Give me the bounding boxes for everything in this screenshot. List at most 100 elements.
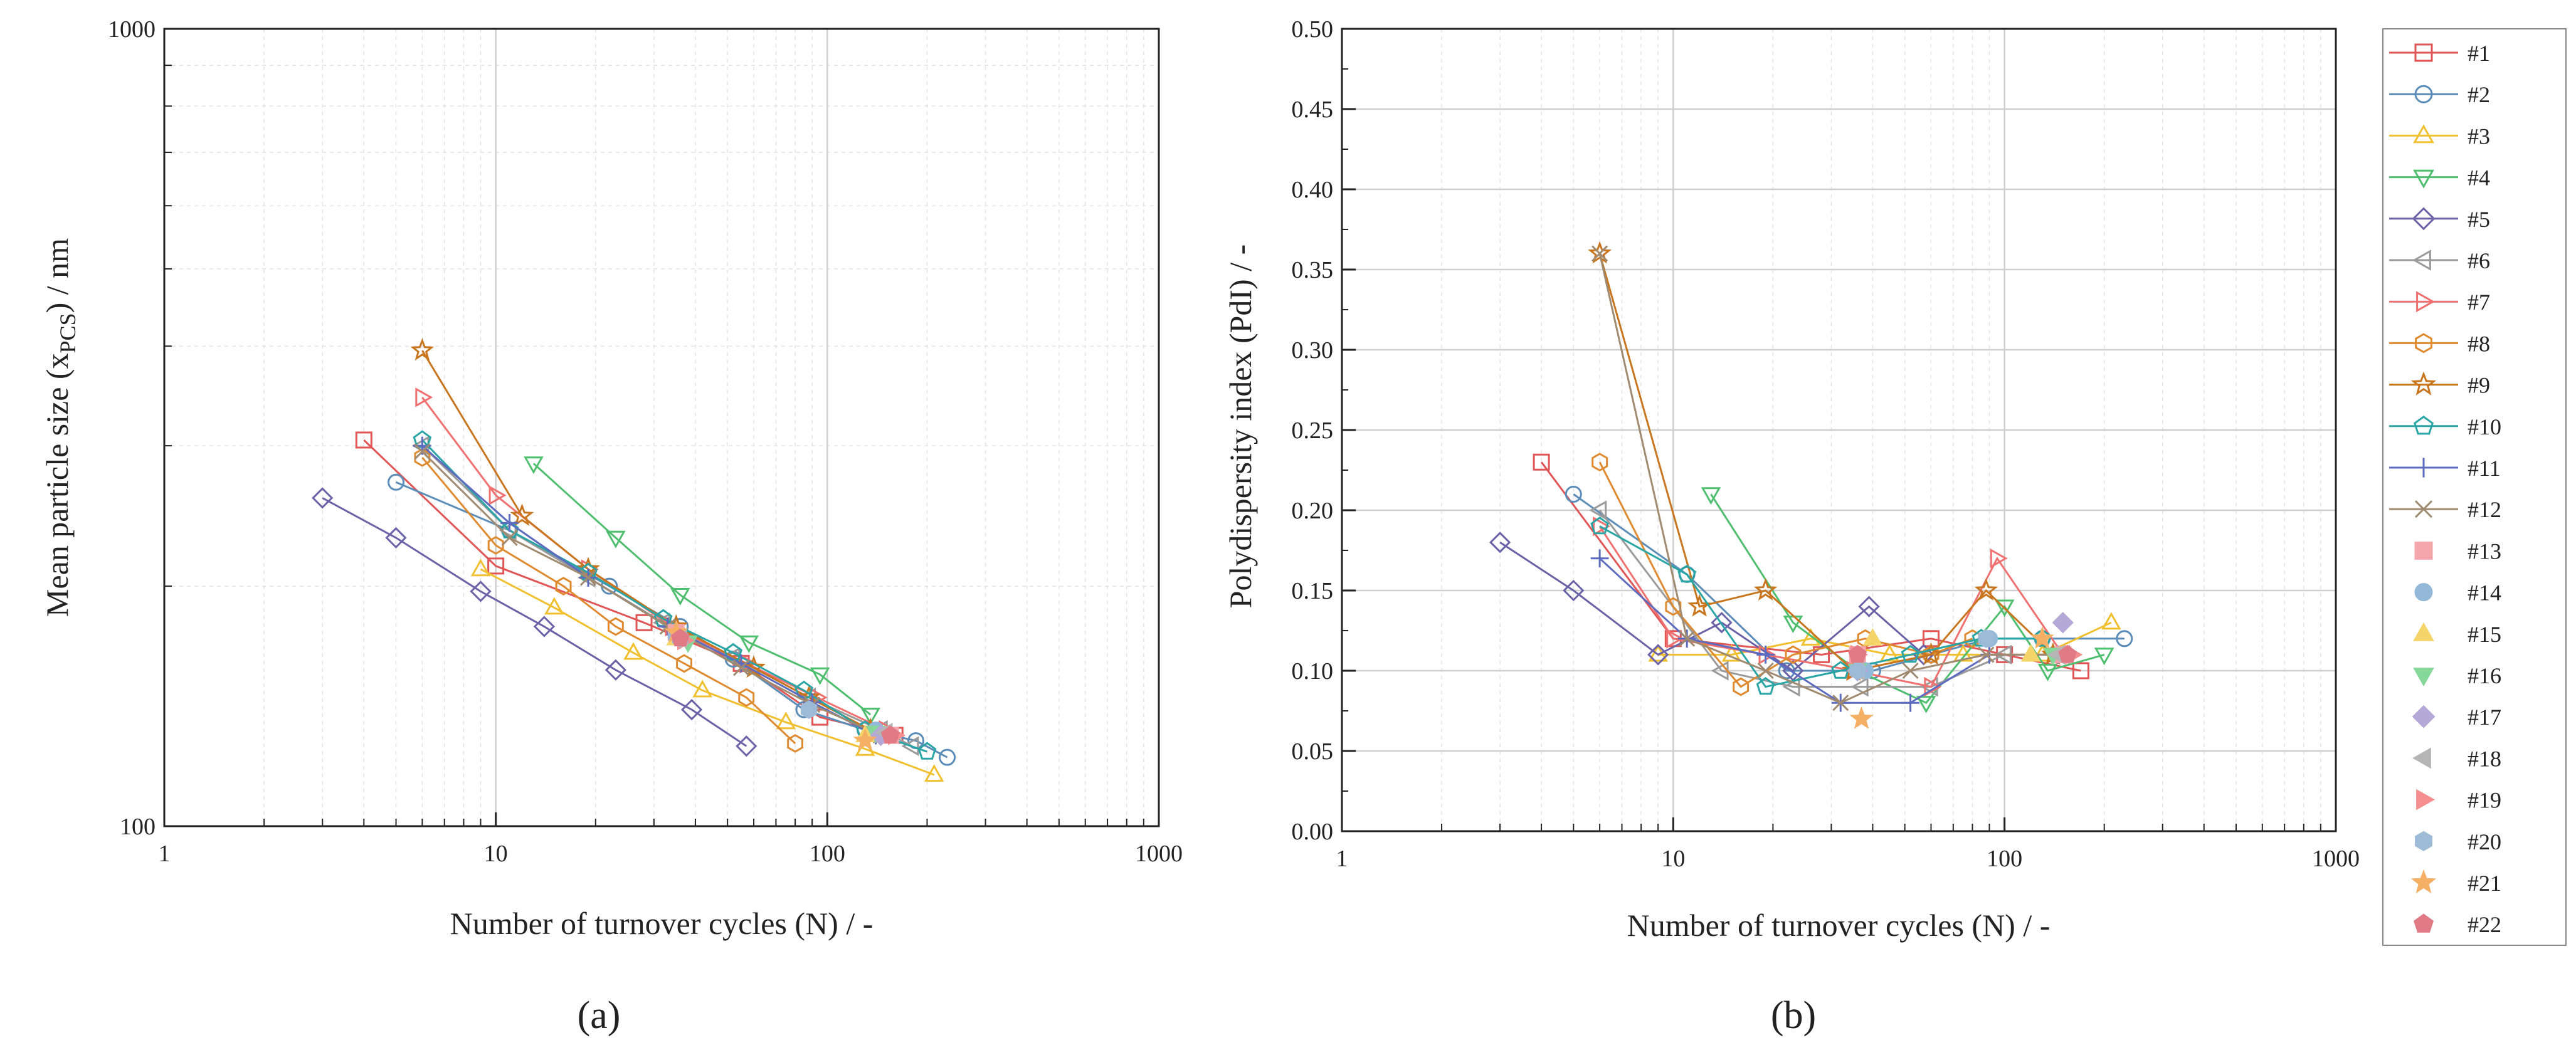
chart-a-series-3 [470,559,944,782]
chart-a-panel-label: (a) [578,994,621,1037]
chart-b-data-point [1916,696,1936,714]
legend-label: #1 [2468,41,2490,66]
chart-a-data-point [487,536,504,555]
chart-a-data-point [470,580,492,602]
legend-entry-10: #10 [2389,414,2501,439]
legend-entry-14: #14 [2414,580,2501,606]
chart-b-data-point [1679,630,1696,647]
chart-b-data-point [1592,245,1608,262]
legend-entry-12: #12 [2389,497,2501,522]
chart-a-data-point [635,614,653,631]
chart-a-series-line [322,497,747,747]
chart-b-ytick-label: 0.40 [1292,177,1334,203]
legend-label: #21 [2468,871,2501,896]
chart-b-series-15 [1862,627,2041,662]
chart-b-data-point [1848,644,1867,663]
legend-marker [2414,913,2434,933]
chart-a-data-point [801,700,817,720]
chart-b-data-point [1533,453,1550,471]
chart-a-data-point [533,616,556,638]
chart-a-series-8 [414,448,803,753]
chart-b-series-line [1710,493,2105,705]
chart-b-data-point [1849,661,1866,680]
chart-b-grid [1341,28,2337,832]
chart-a-data-point [604,659,627,681]
chart-b-data-point [1858,596,1880,617]
legend-marker [2414,541,2433,560]
chart-b-data-point [1665,597,1682,616]
chart-b: 1 10 100 1000 0.00 0.05 0.10 0.15 0.20 0.25 0.30 0.… [1223,16,2360,1037]
chart-a-data-point [917,742,937,760]
chart-a-series-line [532,463,872,716]
chart-b-data-point [1832,695,1849,711]
chart-a-ylabel: Mean particle size (xPCS) / nm [40,238,80,617]
chart-b-data-point [1590,549,1609,568]
chart-b-data-point [1862,627,1883,646]
legend-label: #19 [2468,788,2501,813]
chart-b-data-point [1783,616,1803,634]
chart-b-ytick-label: 0.30 [1292,337,1334,364]
legend-marker [2416,789,2435,811]
chart-a-data-point [555,577,572,596]
chart-b-data-point [1901,693,1920,712]
chart-b-data-point [1757,662,1774,680]
legend-label: #6 [2468,248,2490,273]
legend-marker [2415,831,2432,851]
chart-b-data-point [1901,644,1920,663]
chart-b-data-point [1902,662,1919,680]
chart-a-data-point [414,443,431,460]
chart-b-data-point [1923,645,1940,664]
chart-legend: #1 #2 #3 #4 #5 #6 #7 #8 #9 #10 #11 #12 #13 #14 #15 #16 #… [2382,28,2567,946]
legend-label: #2 [2468,82,2490,107]
legend-marker [2415,333,2432,354]
legend-label: #11 [2468,456,2501,481]
legend-label: #10 [2468,414,2501,439]
chart-b-panel-label: (b) [1771,994,1816,1037]
chart-a-series-line [421,439,927,753]
chart-a-xtick-label: 100 [810,841,845,867]
legend-entry-13: #13 [2414,538,2501,564]
chart-b-xtick-label: 10 [1661,846,1685,872]
chart-a-data-point [544,597,564,615]
chart-b-ylabel: Polydispersity index (PdI) / - [1223,244,1258,609]
chart-a-data-point [606,530,626,548]
chart-b-data-point [1701,487,1721,505]
chart-a-ylabel-main: Mean particle size (x [40,353,75,617]
chart-b-data-point [2020,644,2041,662]
chart-b-series-21 [1849,626,2054,729]
chart-b-xlabel: Number of turnover cycles (N) / - [1627,908,2051,943]
chart-b-data-point [1756,676,1775,695]
chart-a-data-point [355,431,372,449]
chart-b-data-point [1590,516,1609,535]
chart-b-data-point [1592,453,1608,472]
chart-b-ytick-label: 0.50 [1292,16,1334,43]
legend-entry-9: #9 [2389,371,2490,398]
chart-b-ytick-label: 0.15 [1292,578,1334,604]
chart-a-data-point [312,487,334,509]
legend-marker [2414,458,2434,478]
legend-marker [2413,169,2434,189]
chart-b-data-point [1489,532,1511,554]
chart-b-data-point [1753,578,1778,601]
legend-label: #12 [2468,497,2501,522]
chart-b-data-point [1924,676,1942,697]
chart-b-data-point [1850,676,1869,697]
legend-label: #15 [2468,622,2501,647]
chart-b-data-point [1990,548,2008,569]
chart-b-ytick-label: 0.25 [1292,417,1334,444]
chart-b-ytick-label: 0.05 [1292,738,1334,765]
legend-marker [2412,249,2431,271]
chart-b-ytick-label: 0.00 [1292,819,1334,845]
chart-b-xtick-label: 100 [1987,846,2022,872]
legend-entry-2: #2 [2389,82,2490,107]
chart-b-series-line [1598,253,2054,672]
chart-a-data-point [524,456,544,475]
chart-a-xtick-label: 1000 [1135,841,1183,867]
chart-b-data-point [2116,630,2133,648]
chart-b-data-point [1589,500,1607,520]
legend-label: #9 [2468,373,2490,398]
chart-b-series-10 [1590,516,2052,695]
chart-b-series-12 [1592,245,2066,711]
chart-b-data-point [1879,644,1900,662]
legend-frame [2382,28,2567,946]
